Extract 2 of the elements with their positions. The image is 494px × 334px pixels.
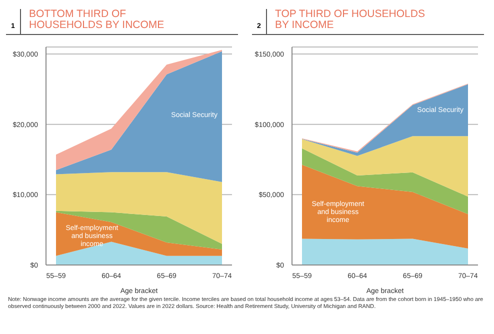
chart-title: BOTTOM THIRD OF HOUSEHOLDS BY INCOME	[20, 8, 179, 34]
chart-title: TOP THIRD OF HOUSEHOLDS BY INCOME	[266, 8, 425, 34]
